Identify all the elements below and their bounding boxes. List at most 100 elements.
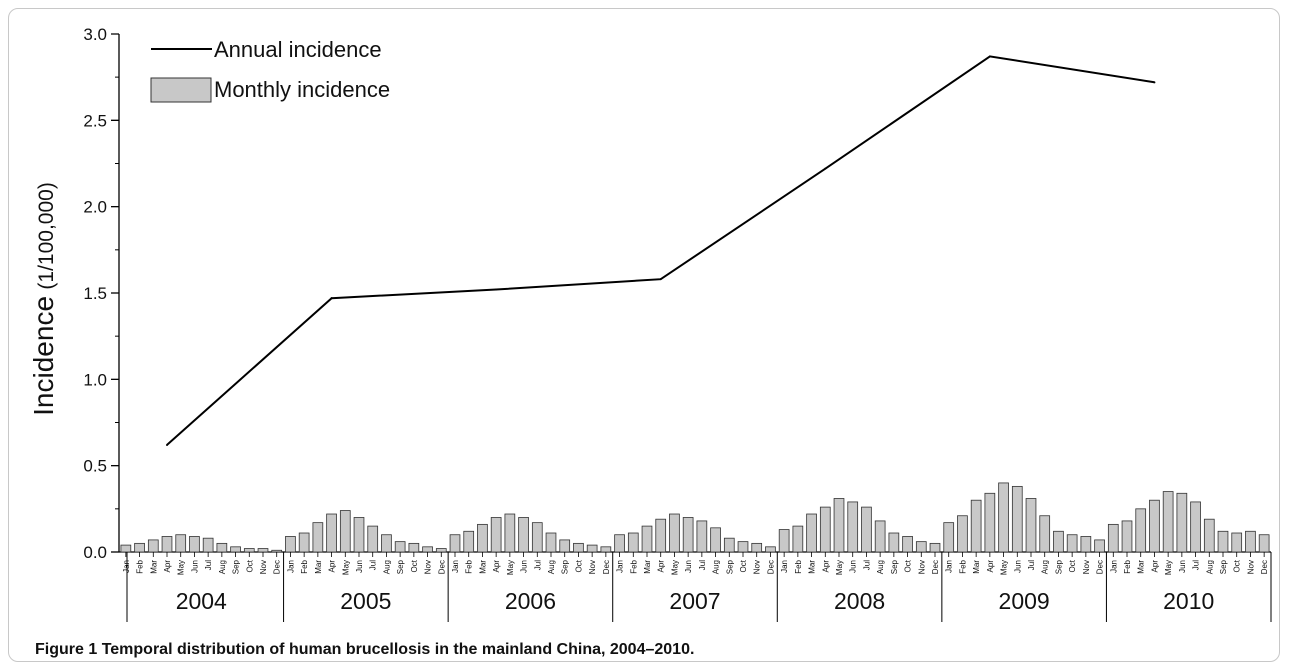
monthly-bar [243, 548, 255, 553]
month-label: Feb [465, 559, 474, 573]
month-label: Aug [712, 560, 721, 574]
monthly-bars [120, 482, 1270, 553]
month-label: Jan [616, 560, 625, 573]
monthly-bar [614, 534, 625, 553]
month-label: Sep [232, 559, 241, 574]
month-label: Oct [410, 559, 419, 572]
month-label: Feb [794, 559, 803, 573]
month-label: Nov [917, 560, 926, 574]
month-label: Feb [136, 559, 145, 573]
annual-incidence-point [495, 288, 498, 291]
monthly-bar [778, 529, 790, 553]
monthly-bar [1217, 530, 1229, 553]
monthly-bar [1066, 534, 1078, 553]
monthly-bar [723, 537, 735, 553]
monthly-bar [902, 536, 913, 553]
month-label: Oct [1068, 559, 1077, 572]
month-label: Sep [1219, 559, 1228, 574]
year-label: 2008 [834, 588, 885, 614]
month-label: Feb [1123, 559, 1132, 573]
month-label: Nov [1082, 560, 1091, 574]
month-label: Feb [958, 559, 967, 573]
annual-incidence-point [659, 278, 662, 281]
month-label: Mar [972, 560, 981, 574]
month-label: Feb [300, 559, 309, 573]
month-label: Jun [849, 560, 858, 573]
y-axis-label-unit: (1/100,000) [35, 182, 58, 289]
month-label: Aug [218, 560, 227, 574]
y-tick-label: 2.5 [83, 111, 107, 130]
y-tick-label: 0.0 [83, 543, 107, 562]
month-label: Nov [424, 560, 433, 574]
month-label: Dec [1096, 560, 1105, 574]
monthly-bar [586, 544, 598, 553]
month-label: May [341, 560, 350, 575]
monthly-bar [435, 548, 447, 553]
month-label: Jan [780, 560, 789, 573]
month-label: Aug [1205, 560, 1214, 574]
month-label: Jun [1178, 560, 1187, 573]
y-tick-label: 1.0 [83, 370, 107, 389]
month-label: Dec [766, 560, 775, 574]
month-label: Aug [1041, 560, 1050, 574]
y-tick-label: 2.0 [83, 198, 107, 217]
month-label: Nov [588, 560, 597, 574]
monthly-bar [490, 517, 502, 553]
month-label: Jan [286, 560, 295, 573]
month-label: Jun [684, 560, 693, 573]
monthly-bar [819, 506, 831, 553]
year-label: 2010 [1163, 588, 1214, 614]
monthly-bar [710, 527, 721, 553]
year-label: 2006 [505, 588, 556, 614]
month-label: May [1000, 560, 1009, 575]
year-label: 2009 [999, 588, 1050, 614]
monthly-bar [326, 513, 337, 553]
axes: 0.0 0.5 1.0 1.5 2.0 2.5 3.0 [83, 25, 1271, 562]
monthly-bar [915, 541, 927, 553]
monthly-bar [353, 517, 365, 553]
month-label: Sep [396, 559, 405, 574]
monthly-bar [1190, 501, 1201, 553]
month-label: Jul [698, 560, 707, 570]
monthly-bar [1053, 530, 1064, 553]
month-label: Jan [1109, 560, 1118, 573]
monthly-bar [147, 539, 159, 553]
monthly-bar [559, 539, 571, 553]
monthly-bar [682, 517, 694, 553]
month-label: Jul [369, 560, 378, 570]
monthly-bar [134, 542, 145, 553]
monthly-bar [655, 518, 667, 553]
y-axis-label-main: Incidence [28, 296, 59, 416]
monthly-bar [463, 530, 475, 553]
month-label: May [670, 560, 679, 575]
month-label: Mar [478, 560, 487, 574]
month-label: Jul [204, 560, 213, 570]
monthly-bar [737, 541, 749, 553]
annual-incidence-point [1153, 81, 1156, 84]
month-label: Jun [355, 560, 364, 573]
monthly-bar [861, 506, 872, 553]
monthly-bar [792, 525, 804, 553]
month-label: Jul [862, 560, 871, 570]
month-label: Apr [1150, 560, 1159, 573]
monthly-bar [1245, 530, 1256, 553]
monthly-bar [1121, 520, 1133, 553]
monthly-bar [888, 532, 900, 553]
y-tick-label: 0.5 [83, 457, 107, 476]
month-label: Nov [1246, 560, 1255, 574]
y-axis-label: Incidence (1/100,000) [28, 182, 59, 416]
monthly-bar [1176, 492, 1188, 553]
month-label: Mar [1137, 560, 1146, 574]
month-label: Dec [273, 560, 282, 574]
monthly-bar [1149, 499, 1160, 553]
monthly-bar [1162, 491, 1174, 553]
monthly-bar [298, 532, 310, 553]
monthly-bar [285, 536, 296, 553]
monthly-bar [531, 522, 543, 553]
month-label: Sep [725, 559, 734, 574]
monthly-bar [161, 536, 173, 553]
month-label: Apr [163, 560, 172, 573]
monthly-bar [1011, 485, 1023, 553]
year-label: 2005 [340, 588, 391, 614]
monthly-bar [1258, 534, 1270, 553]
